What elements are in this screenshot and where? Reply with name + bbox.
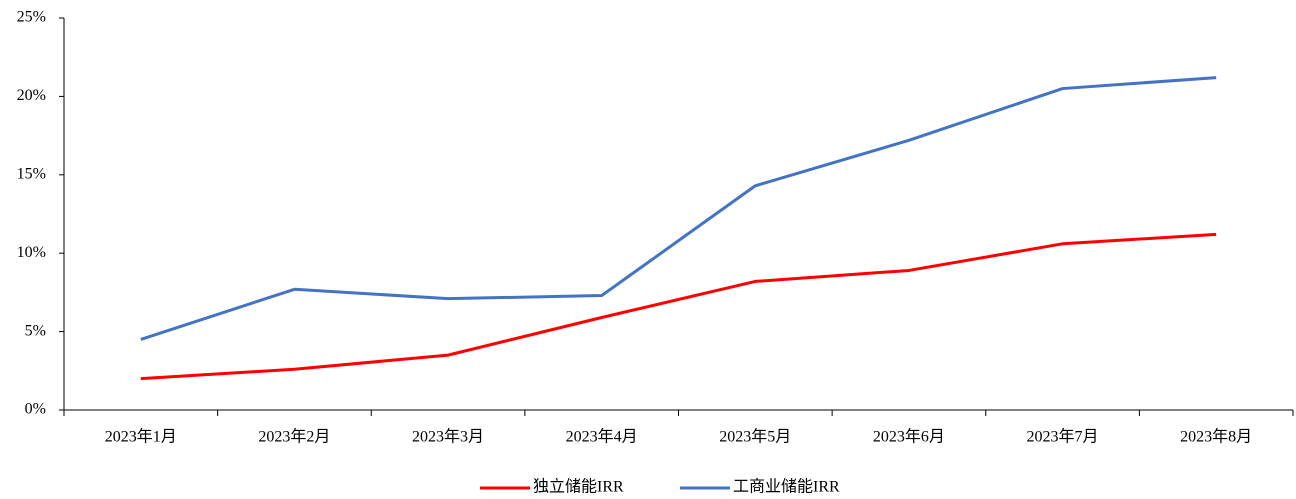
- legend-label: 工商业储能IRR: [733, 478, 840, 496]
- y-tick-label: 0%: [25, 401, 46, 418]
- x-tick-label: 2023年1月: [105, 428, 177, 446]
- x-tick-label: 2023年5月: [719, 428, 791, 446]
- y-tick-label: 15%: [17, 165, 46, 182]
- y-tick-label: 20%: [17, 87, 46, 104]
- x-tick-label: 2023年3月: [412, 428, 484, 446]
- x-tick-label: 2023年7月: [1027, 428, 1099, 446]
- legend-label: 独立储能IRR: [533, 478, 624, 496]
- series-line: [140, 76, 1217, 341]
- x-tick-label: 2023年4月: [566, 428, 638, 446]
- series-line: [140, 232, 1217, 381]
- x-tick-label: 2023年8月: [1180, 428, 1252, 446]
- x-tick-label: 2023年2月: [258, 428, 330, 446]
- x-tick-label: 2023年6月: [873, 428, 945, 446]
- y-tick-label: 10%: [17, 244, 46, 261]
- y-tick-label: 25%: [17, 9, 46, 26]
- y-tick-label: 5%: [25, 322, 46, 339]
